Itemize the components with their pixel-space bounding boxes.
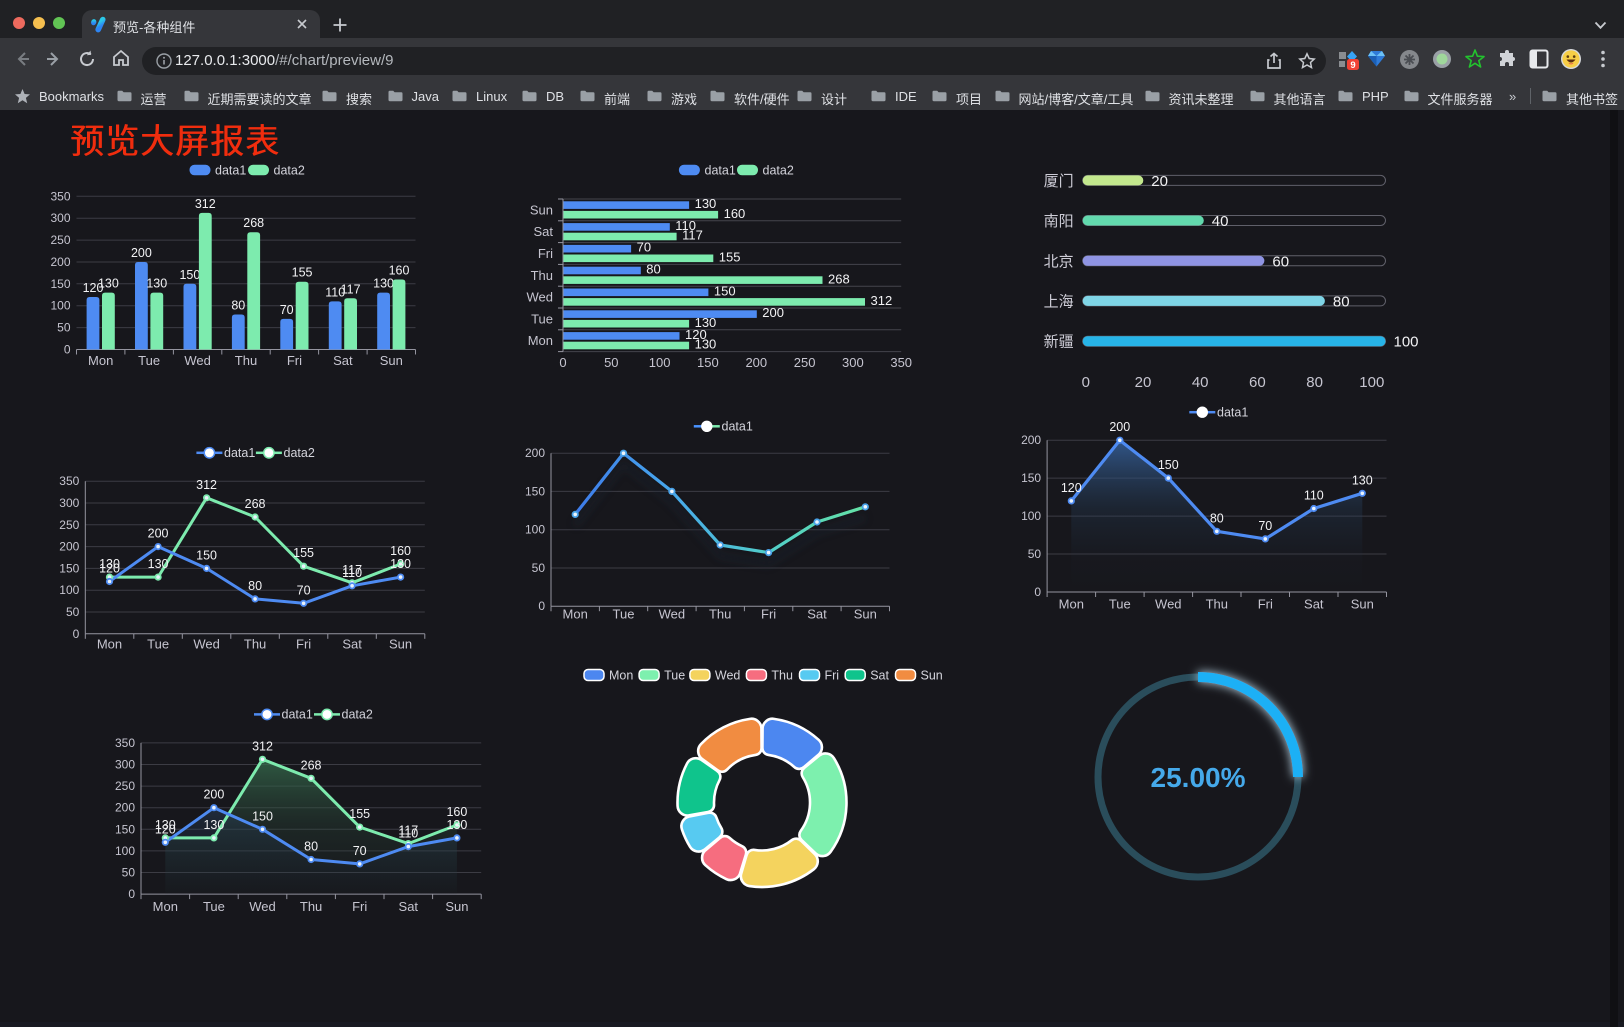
svg-text:9: 9: [1350, 60, 1355, 71]
